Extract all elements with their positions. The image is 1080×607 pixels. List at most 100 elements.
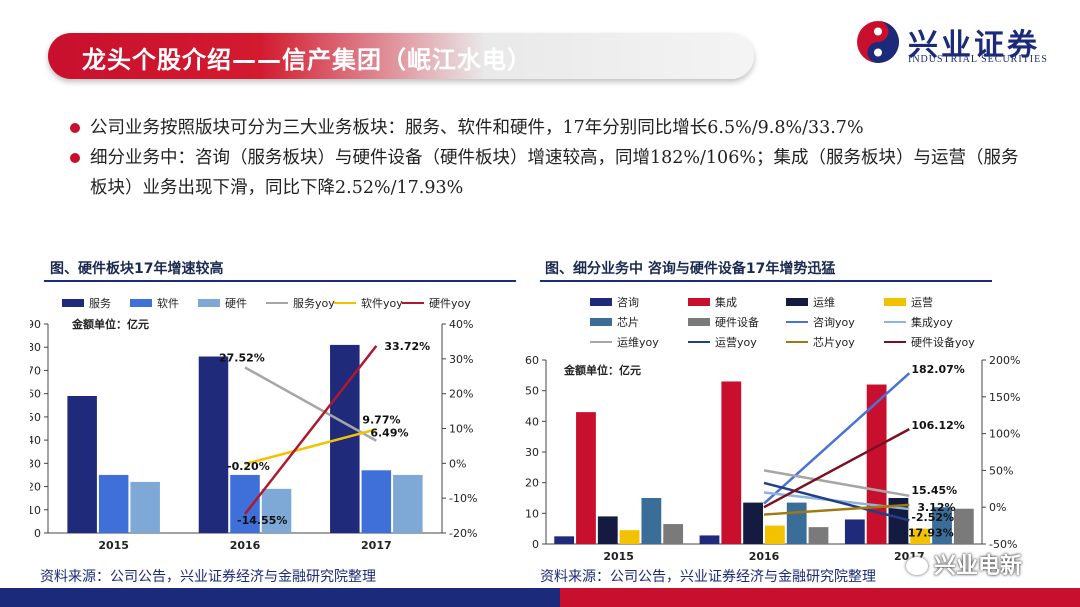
- title-bar: 龙头个股介绍——信产集团（岷江水电）: [48, 33, 754, 79]
- watermark-text: 兴业电新: [934, 554, 1023, 579]
- y2-tick-label: 40%: [449, 318, 473, 331]
- y2-tick-label: 30%: [449, 353, 473, 366]
- bar: [261, 488, 292, 533]
- series-line: [763, 503, 910, 516]
- bullet-dot-icon: [70, 123, 80, 133]
- bar: [808, 527, 829, 544]
- y-tick-label: 0: [532, 538, 539, 551]
- watermark: 兴业电新: [906, 548, 1022, 580]
- y2-tick-label: 100%: [989, 428, 1020, 441]
- legend-swatch: [590, 318, 612, 326]
- x-tick-label: 2016: [749, 550, 780, 560]
- legend-label: 咨询: [617, 295, 639, 309]
- bar: [721, 381, 742, 544]
- left-source-note: 资料来源：公司公告，兴业证券经济与金融研究院整理: [40, 569, 376, 585]
- y2-tick-label: 20%: [449, 388, 473, 401]
- logo-chinese-name: 兴业证券: [908, 28, 1040, 63]
- bar: [953, 508, 974, 544]
- legend-label: 集成yoy: [911, 315, 953, 329]
- data-label: 182.07%: [911, 363, 964, 376]
- y2-tick-label: 0%: [449, 457, 466, 470]
- bar: [699, 535, 720, 544]
- bar: [98, 474, 129, 533]
- bar: [786, 502, 807, 544]
- series-line: [244, 345, 378, 515]
- legend-label: 软件: [157, 296, 179, 310]
- data-label: 27.52%: [219, 351, 265, 364]
- data-label: 33.72%: [384, 340, 430, 353]
- legend-swatch: [130, 299, 152, 307]
- left-chart-title: 图、硬件板块17年增速较高: [50, 261, 224, 277]
- y-tick-label: 0: [34, 527, 41, 540]
- bar: [576, 412, 596, 544]
- y-tick-label: 10: [525, 507, 539, 520]
- y-tick-label: 70: [30, 364, 41, 377]
- legend-label: 芯片yoy: [813, 335, 855, 349]
- y2-tick-label: -50%: [989, 538, 1017, 551]
- legend-label: 运营yoy: [715, 335, 757, 349]
- legend-swatch: [590, 298, 612, 306]
- legend-swatch: [62, 299, 84, 307]
- series-line: [244, 428, 377, 466]
- y2-tick-label: 150%: [989, 391, 1020, 404]
- y-tick-label: 50: [30, 411, 41, 424]
- x-tick-label: 2015: [603, 550, 634, 560]
- y-tick-label: 20: [525, 477, 539, 490]
- y-tick-label: 30: [30, 457, 41, 470]
- y2-tick-label: -10%: [449, 492, 477, 505]
- x-tick-label: 2016: [230, 539, 261, 552]
- y2-tick-label: 50%: [989, 464, 1013, 477]
- series-line: [763, 481, 910, 522]
- legend-label: 运维yoy: [617, 336, 659, 349]
- y2-tick-label: -20%: [449, 527, 477, 540]
- legend-label: 硬件设备: [715, 315, 759, 329]
- y-tick-label: 40: [525, 415, 539, 428]
- y-tick-label: 20: [30, 481, 41, 494]
- bar: [554, 536, 575, 544]
- data-label: -2.52%: [911, 511, 954, 524]
- legend-swatch: [688, 318, 710, 326]
- wechat-icon: [906, 557, 928, 575]
- bar: [765, 525, 785, 544]
- logo-english-name: INDUSTRIAL SECURITIES: [908, 54, 1048, 65]
- right-chart-title: 图、细分业务中 咨询与硬件设备17年增势迅猛: [545, 261, 836, 277]
- right-chart-rule: [540, 280, 992, 282]
- bullet-dot-icon: [70, 153, 80, 163]
- y2-tick-label: 10%: [449, 423, 473, 436]
- bar: [910, 528, 931, 544]
- legend-label: 芯片: [617, 315, 639, 329]
- bar: [663, 524, 684, 544]
- series-line: [763, 427, 910, 509]
- x-tick-label: 2017: [894, 550, 925, 560]
- data-label: -0.20%: [227, 460, 270, 473]
- x-tick-label: 2015: [98, 539, 129, 552]
- bar: [597, 516, 618, 544]
- y2-tick-label: 200%: [989, 354, 1020, 367]
- legend-label: 咨询yoy: [813, 315, 855, 329]
- page-title: 龙头个股介绍——信产集团（岷江水电）: [82, 46, 532, 74]
- series-line: [244, 366, 377, 442]
- y-tick-label: 80: [30, 341, 41, 354]
- legend-label: 硬件设备yoy: [911, 335, 975, 349]
- y-tick-label: 60: [30, 388, 41, 401]
- data-label: 9.77%: [362, 413, 400, 426]
- company-logo: 兴业证券 INDUSTRIAL SECURITIES: [856, 18, 1066, 66]
- bar: [393, 474, 423, 533]
- data-label: 3.12%: [917, 501, 955, 514]
- y-tick-label: 10: [30, 504, 41, 517]
- bar: [641, 498, 662, 544]
- series-line: [763, 372, 911, 505]
- data-label: 106.12%: [911, 419, 964, 432]
- y-tick-label: 30: [525, 446, 539, 459]
- y-tick-label: 90: [30, 318, 41, 331]
- legend-label: 集成: [715, 295, 737, 309]
- legend-label: 硬件yoy: [429, 297, 471, 310]
- unit-label: 金额单位：亿元: [71, 317, 149, 331]
- legend-swatch: [884, 298, 906, 306]
- unit-label: 金额单位：亿元: [563, 363, 641, 377]
- right-source-note: 资料来源：公司公告，兴业证券经济与金融研究院整理: [540, 569, 876, 585]
- y-tick-label: 40: [30, 434, 41, 447]
- bullet-list: 公司业务按照版块可分为三大业务板块：服务、软件和硬件，17年分别同比增长6.5%…: [70, 113, 1030, 203]
- data-label: -14.55%: [237, 514, 287, 527]
